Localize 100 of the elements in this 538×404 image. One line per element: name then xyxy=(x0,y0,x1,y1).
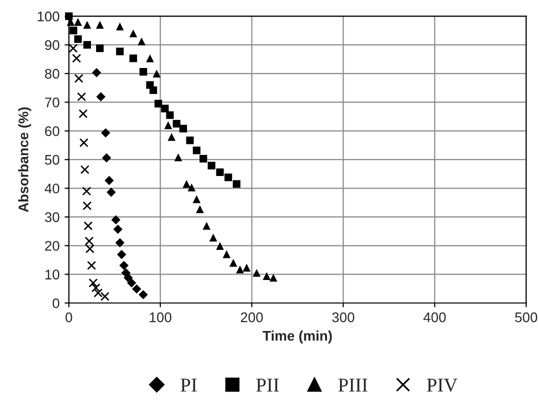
point xyxy=(116,48,124,56)
point xyxy=(202,222,211,230)
point xyxy=(111,215,120,224)
point xyxy=(94,288,103,298)
point xyxy=(269,274,278,282)
point xyxy=(209,234,218,242)
y-tick-label: 0 xyxy=(52,298,60,308)
point xyxy=(174,153,182,162)
x-tick-label: 0 xyxy=(66,312,72,322)
point xyxy=(138,37,146,46)
point xyxy=(102,153,112,162)
y-tick-label: 50 xyxy=(44,154,60,165)
point xyxy=(119,260,129,270)
point xyxy=(232,180,240,188)
point xyxy=(74,18,82,26)
point xyxy=(83,41,91,49)
point xyxy=(146,54,154,62)
x-tick-label: 500 xyxy=(515,312,538,322)
point xyxy=(262,272,271,280)
point xyxy=(154,100,162,108)
y-tick-label: 80 xyxy=(44,68,60,79)
point xyxy=(77,92,86,102)
point xyxy=(129,29,138,38)
point xyxy=(172,120,180,128)
point xyxy=(79,138,88,148)
point xyxy=(216,168,224,176)
point xyxy=(236,266,244,274)
x-tick-label: 400 xyxy=(423,312,446,322)
point xyxy=(224,174,232,182)
y-tick-label: 20 xyxy=(45,240,60,251)
point xyxy=(242,264,251,272)
point xyxy=(113,224,122,234)
point xyxy=(117,250,126,260)
point xyxy=(96,92,106,102)
point xyxy=(188,183,196,192)
legend-label: PII xyxy=(256,378,279,392)
x-axis-title: Time (min) xyxy=(262,330,332,344)
point xyxy=(149,86,158,94)
point xyxy=(116,22,124,30)
point xyxy=(164,121,172,130)
point xyxy=(127,278,136,288)
point xyxy=(106,188,116,197)
point xyxy=(186,136,194,144)
point xyxy=(88,278,98,288)
point xyxy=(92,68,102,78)
y-tick-label: 10 xyxy=(45,270,60,280)
point xyxy=(182,180,190,188)
point xyxy=(87,260,96,270)
legend-label: PI xyxy=(180,378,197,392)
point xyxy=(138,290,148,300)
point xyxy=(161,104,169,112)
y-tick-label: 70 xyxy=(45,98,60,108)
point xyxy=(132,284,142,294)
y-tick-label: 90 xyxy=(45,40,60,50)
x-tick-label: 200 xyxy=(240,312,263,322)
point xyxy=(84,221,93,230)
point xyxy=(216,242,224,250)
point xyxy=(252,268,261,277)
legend-label: PIV xyxy=(426,378,458,392)
point xyxy=(101,128,110,138)
point xyxy=(104,176,114,186)
x-tick-label: 100 xyxy=(150,312,172,322)
point xyxy=(68,44,78,53)
y-axis-title: Absorbance (%) xyxy=(18,107,32,212)
point xyxy=(229,258,238,267)
point xyxy=(74,74,84,83)
point xyxy=(100,292,110,301)
point xyxy=(70,26,78,34)
point xyxy=(80,165,90,174)
point xyxy=(115,238,125,248)
point xyxy=(74,35,82,43)
point xyxy=(208,162,216,170)
y-tick-label: 60 xyxy=(45,126,60,136)
point xyxy=(192,146,200,154)
point xyxy=(84,236,94,246)
point xyxy=(78,109,88,118)
y-tick-label: 30 xyxy=(44,212,60,222)
point xyxy=(166,111,174,119)
point xyxy=(179,124,187,132)
point xyxy=(140,68,148,76)
point xyxy=(83,20,92,29)
point xyxy=(85,244,94,254)
point xyxy=(96,44,104,52)
point xyxy=(200,154,208,163)
point xyxy=(82,201,92,210)
point xyxy=(91,283,100,292)
point xyxy=(152,70,161,78)
point xyxy=(82,186,92,196)
legend-label: PIII xyxy=(338,378,368,392)
point xyxy=(192,195,201,204)
point xyxy=(72,54,82,63)
point xyxy=(96,20,104,29)
x-tick-label: 300 xyxy=(332,312,354,322)
y-tick-label: 40 xyxy=(44,184,60,194)
point xyxy=(196,205,204,214)
y-tick-label: 100 xyxy=(38,11,60,22)
point xyxy=(129,54,138,62)
point xyxy=(222,250,231,258)
point xyxy=(168,132,176,141)
point xyxy=(124,273,133,282)
